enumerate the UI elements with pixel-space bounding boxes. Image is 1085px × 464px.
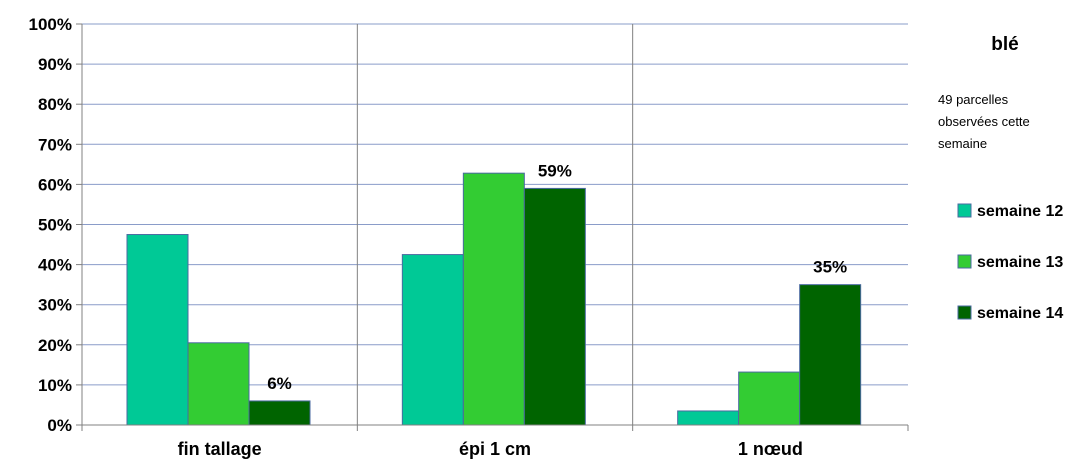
legend-label: semaine 12 [977,203,1063,220]
bar-semaine-12-1 [401,254,464,426]
chart-subtitle-line: 49 parcelles [938,92,1009,107]
legend-label: semaine 13 [977,254,1063,271]
axes [76,23,909,431]
bar-semaine-13-0 [187,342,250,426]
legend-swatch-semaine-14 [957,305,972,320]
x-category-label: fin tallage [178,439,262,459]
labels: 0% 10% 20% 30% 40% 50% 60% 70% 80% 90% 100% fin tal… [29,15,848,459]
chart-title: blé [991,34,1018,55]
data-label: 59% [538,161,572,180]
y-tick-label: 50% [38,216,72,235]
y-tick-label: 80% [38,95,72,114]
bar-semaine-12-2 [677,410,740,426]
data-label: 35% [813,258,847,277]
y-tick-label: 100% [29,15,72,34]
bars [126,172,862,426]
y-tick-label: 90% [38,55,72,74]
legend-swatch-semaine-12 [957,203,972,218]
x-category-label: épi 1 cm [459,439,531,459]
side-panel: blé 49 parcelles observées cette semaine sem… [938,34,1063,322]
bar-semaine-14-0 [248,400,311,426]
legend-swatch-semaine-13 [957,254,972,269]
chart-subtitle-line: semaine [938,136,987,151]
legend-label: semaine 14 [977,305,1063,322]
chart-subtitle-line: observées cette [938,114,1030,129]
bar-semaine-14-1 [523,187,586,426]
data-label: 6% [267,374,292,393]
bar-semaine-14-2 [799,284,862,426]
y-tick-label: 30% [38,296,72,315]
x-category-label: 1 nœud [738,439,803,459]
y-tick-label: 40% [38,256,72,275]
y-tick-label: 20% [38,336,72,355]
bar-semaine-12-0 [126,234,189,426]
y-tick-label: 0% [47,416,72,435]
bar-semaine-13-2 [738,371,801,426]
y-tick-label: 10% [38,376,72,395]
y-tick-label: 70% [38,135,72,154]
y-tick-label: 60% [38,175,72,194]
bar-semaine-13-1 [462,172,525,426]
